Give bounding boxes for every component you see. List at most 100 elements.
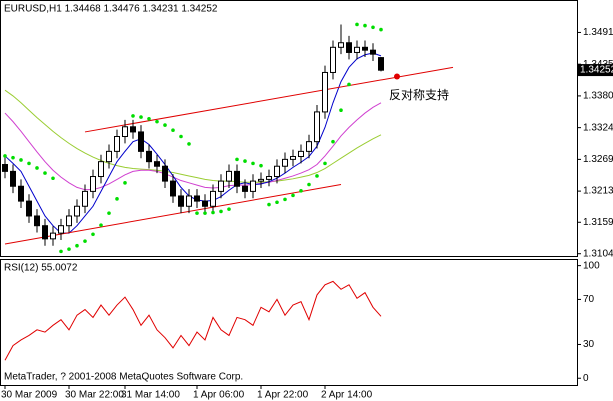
moving-average xyxy=(4,102,382,191)
candle-body xyxy=(298,150,304,158)
sar-dot xyxy=(171,128,175,133)
sar-dot xyxy=(227,207,231,211)
candle-body xyxy=(362,46,368,51)
candle-body xyxy=(314,111,320,143)
candle-body xyxy=(234,170,240,187)
sar-dot xyxy=(107,211,111,215)
x-tick-label: 31 Mar 14:00 xyxy=(121,390,180,401)
footer: MetaTrader, ? 2001-2008 MetaQuotes Softw… xyxy=(4,372,243,383)
y-tick-label: 30 xyxy=(583,339,595,350)
sar-dot xyxy=(75,243,79,248)
x-tick-label: 30 Mar 22:00 xyxy=(65,390,124,401)
candle-body xyxy=(290,156,296,160)
sar-dot xyxy=(307,182,311,187)
candle-body xyxy=(354,46,360,53)
candle-body xyxy=(146,150,152,163)
candle-body xyxy=(114,136,120,152)
rsi-title: RSI(12) 55.0072 xyxy=(4,263,78,274)
candle-body xyxy=(330,46,336,73)
moving-average xyxy=(4,89,382,183)
sar-dot xyxy=(3,154,7,158)
sar-dot xyxy=(99,223,103,227)
sar-dot xyxy=(203,211,207,215)
candle-body xyxy=(226,170,232,182)
y-tick-label: 1.31040 xyxy=(583,248,613,259)
y-tick-label: 1.33245 xyxy=(583,122,613,133)
x-tick-label: 1 Apr 22:00 xyxy=(257,390,309,401)
sar-dot xyxy=(259,163,263,168)
candle-body xyxy=(202,200,208,207)
candle-body xyxy=(306,141,312,152)
candle-body xyxy=(266,176,272,180)
sar-dot xyxy=(123,181,127,185)
candle-body xyxy=(274,165,280,178)
candle-body xyxy=(98,161,104,178)
candle-body xyxy=(66,215,72,227)
candle-body xyxy=(242,185,248,192)
y-tick-label: 1.31590 xyxy=(583,217,613,228)
price-panel xyxy=(0,0,578,257)
sar-dot xyxy=(275,200,279,205)
sar-dot xyxy=(339,108,343,113)
sar-dot xyxy=(243,159,247,163)
sar-dot xyxy=(267,202,271,207)
candle-body xyxy=(346,42,352,53)
candle-body xyxy=(162,165,168,182)
candle-body xyxy=(18,185,24,202)
sar-dot xyxy=(11,155,15,160)
candle-body xyxy=(186,195,192,207)
candle-body xyxy=(26,200,32,217)
candle-body xyxy=(282,158,288,167)
candle-body xyxy=(82,190,88,207)
last-price-box xyxy=(578,64,613,77)
last-price-label: 1.34252 xyxy=(580,65,613,76)
candle-body xyxy=(338,42,344,48)
sar-dot xyxy=(67,247,71,251)
sar-dot xyxy=(83,239,87,243)
sar-dot xyxy=(283,197,287,202)
sar-dot xyxy=(155,119,159,124)
sar-dot xyxy=(51,176,55,181)
rsi-panel xyxy=(0,259,578,386)
candle-body xyxy=(322,71,328,113)
candle-body xyxy=(42,225,48,240)
candle-body xyxy=(154,161,160,167)
candle-body xyxy=(122,126,128,138)
candle-body xyxy=(50,232,56,240)
candle-body xyxy=(90,176,96,192)
sar-dot xyxy=(323,161,327,166)
candle-body xyxy=(130,126,136,133)
sar-dot xyxy=(371,25,375,30)
candle-body xyxy=(210,190,216,207)
sar-dot xyxy=(19,158,23,162)
candle-body xyxy=(170,180,176,197)
y-tick-label: 100 xyxy=(583,260,600,271)
annotation: 反对称支持 xyxy=(389,87,449,102)
sar-dot xyxy=(131,114,135,118)
x-tick-label: 1 Apr 06:00 xyxy=(193,390,245,401)
sar-dot xyxy=(363,23,367,28)
sar-dot xyxy=(315,174,319,178)
candle-body xyxy=(138,131,144,152)
rsi-line xyxy=(4,280,382,361)
candle-body xyxy=(10,170,16,187)
y-tick-label: 1.32135 xyxy=(583,186,613,197)
sar-dot xyxy=(139,115,143,119)
sar-dot xyxy=(299,189,303,193)
sar-dot xyxy=(251,161,255,166)
sar-dot xyxy=(331,139,335,144)
sar-dot xyxy=(347,82,351,87)
sar-dot xyxy=(187,142,191,146)
sar-dot xyxy=(179,134,183,139)
sar-dot xyxy=(59,249,63,254)
marker xyxy=(394,73,400,80)
sar-dot xyxy=(219,209,223,214)
sar-dot xyxy=(27,161,31,166)
sar-dot xyxy=(43,171,47,175)
candle-body xyxy=(378,57,384,71)
sar-dot xyxy=(291,193,295,198)
x-tick-label: 30 Mar 2009 xyxy=(1,390,58,401)
candle-body xyxy=(34,215,40,227)
y-tick-label: 1.32690 xyxy=(583,154,613,165)
